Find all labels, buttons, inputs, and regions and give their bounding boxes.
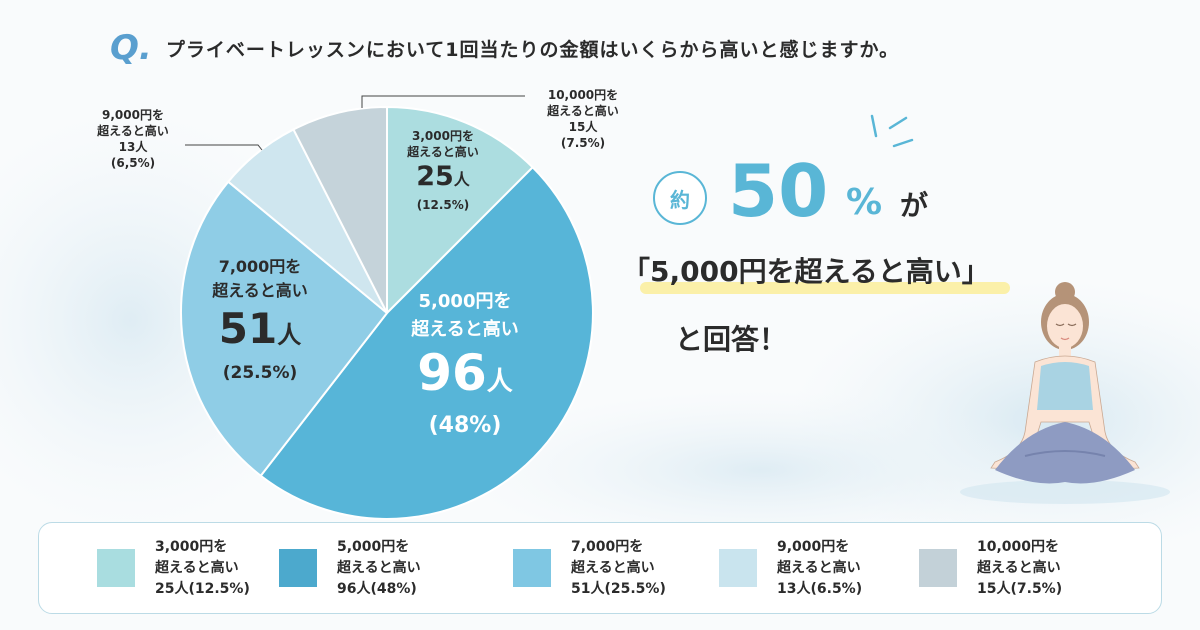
callout-10000-percent: (7.5%) (560, 136, 606, 150)
slice-label-3000: 3,000円を 超えると高い 25人 (12.5%) (388, 128, 498, 213)
slice-5000-count: 96人 (417, 344, 513, 402)
legend-3000-line1: 3,000円を (155, 538, 228, 555)
callout-9000-line1: 9,000円を (102, 108, 164, 122)
headline-percent-value: 50 (728, 149, 829, 233)
legend-9000-line3: 13人(6.5%) (777, 580, 863, 597)
legend-3000-line3: 25人(12.5%) (155, 580, 250, 597)
slice-3000-line2: 超えると高い (407, 145, 479, 159)
legend-text-9000: 9,000円を 超えると高い 13人(6.5%) (777, 537, 862, 600)
leader-line-9000 (185, 144, 263, 151)
sparkle-icon (870, 114, 914, 148)
pie-chart (179, 95, 594, 520)
legend-9000-line2: 超えると高い (777, 559, 861, 576)
legend-swatch-3000 (97, 549, 135, 587)
callout-9000-count: 13人 (118, 140, 148, 154)
legend-5000-line3: 96人(48%) (337, 580, 417, 597)
callout-10000-line2: 超えると高い (547, 104, 619, 118)
slice-3000-count: 25人 (416, 161, 470, 192)
slice-7000-count: 51人 (218, 304, 302, 353)
slice-7000-line1: 7,000円を (218, 257, 302, 276)
callout-10000-line1: 10,000円を (547, 88, 619, 102)
legend-7000-line1: 7,000円を (571, 538, 644, 555)
legend-5000-line2: 超えると高い (337, 559, 421, 576)
question-text: プライベートレッスンにおいて1回当たりの金額はいくらから高いと感じますか。 (165, 38, 900, 61)
question-mark: Q. (110, 28, 152, 68)
legend-item-5000: 5,000円を 超えると高い 96人(48%) (279, 537, 421, 599)
pie-slice-10000 (292, 105, 388, 314)
legend-item-3000: 3,000円を 超えると高い 25人(12.5%) (97, 537, 250, 599)
slice-7000-line2: 超えると高い (212, 281, 308, 300)
slice-5000-line1: 5,000円を (418, 291, 512, 312)
legend-item-9000: 9,000円を 超えると高い 13人(6.5%) (719, 537, 862, 599)
headline-quote: 「5,000円を超えると高い」 (622, 255, 990, 288)
headline-answer: と回答！ (675, 323, 788, 356)
legend-text-7000: 7,000円を 超えると高い 51人(25.5%) (571, 537, 666, 600)
legend-swatch-9000 (719, 549, 757, 587)
callout-9000: 9,000円を 超えると高い 13人 (6,5%) (78, 107, 188, 171)
legend-swatch-10000 (919, 549, 957, 587)
slice-3000-line1: 3,000円を (412, 129, 474, 143)
legend-item-10000: 10,000円を 超えると高い 15人(7.5%) (919, 537, 1062, 599)
legend-text-10000: 10,000円を 超えると高い 15人(7.5%) (977, 537, 1062, 600)
slice-label-5000: 5,000円を 超えると高い 96人 (48%) (380, 288, 550, 441)
callout-10000-count: 15人 (568, 120, 598, 134)
slice-5000-percent: (48%) (428, 413, 502, 438)
callout-10000: 10,000円を 超えると高い 15人 (7.5%) (528, 87, 638, 151)
legend: 3,000円を 超えると高い 25人(12.5%) 5,000円を 超えると高い… (38, 522, 1162, 614)
slice-7000-percent: (25.5%) (222, 363, 298, 383)
legend-10000-line3: 15人(7.5%) (977, 580, 1063, 597)
headline-particle: が (900, 189, 929, 222)
pie-slice-7000 (179, 180, 389, 478)
legend-5000-line1: 5,000円を (337, 538, 410, 555)
legend-swatch-7000 (513, 549, 551, 587)
callout-9000-line2: 超えると高い (97, 124, 169, 138)
highlight-underline (640, 282, 1010, 294)
legend-10000-line2: 超えると高い (977, 559, 1061, 576)
legend-3000-line2: 超えると高い (155, 559, 239, 576)
callout-9000-percent: (6,5%) (110, 156, 156, 170)
approx-badge: 約 (653, 171, 707, 225)
legend-7000-line3: 51人(25.5%) (571, 580, 666, 597)
legend-text-5000: 5,000円を 超えると高い 96人(48%) (337, 537, 421, 600)
slice-5000-line2: 超えると高い (411, 319, 519, 340)
legend-text-3000: 3,000円を 超えると高い 25人(12.5%) (155, 537, 250, 600)
slice-3000-percent: (12.5%) (416, 198, 470, 212)
legend-item-7000: 7,000円を 超えると高い 51人(25.5%) (513, 537, 666, 599)
legend-10000-line1: 10,000円を (977, 538, 1060, 555)
legend-9000-line1: 9,000円を (777, 538, 850, 555)
pie-slice-5000 (259, 165, 594, 520)
headline-percent-unit: % (846, 182, 883, 223)
legend-swatch-5000 (279, 549, 317, 587)
yoga-woman-illustration (960, 282, 1170, 504)
pie-slice-3000 (386, 105, 535, 316)
slice-label-7000: 7,000円を 超えると高い 51人 (25.5%) (190, 255, 330, 385)
legend-7000-line2: 超えると高い (571, 559, 655, 576)
question-header: Q. プライベートレッスンにおいて1回当たりの金額はいくらから高いと感じますか。 (110, 28, 899, 68)
leader-line-10000 (361, 95, 525, 108)
